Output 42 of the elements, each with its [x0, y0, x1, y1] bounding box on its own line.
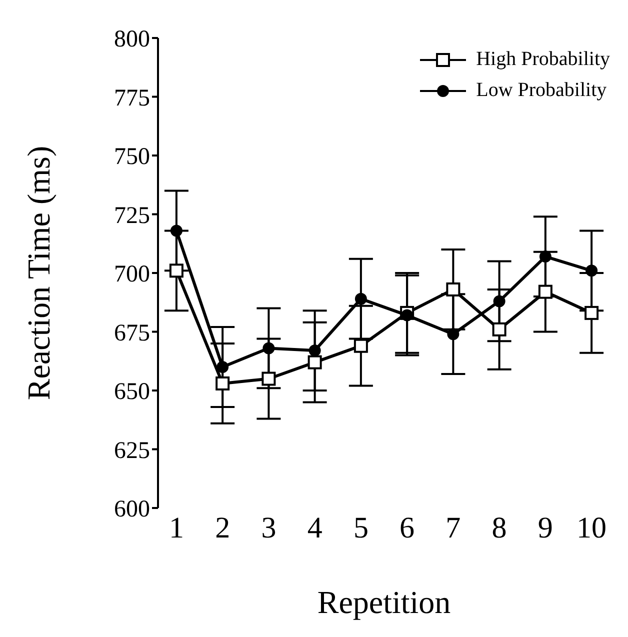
- point: [447, 328, 460, 340]
- point: [538, 284, 552, 299]
- y-tick-label: 750: [114, 144, 150, 170]
- point: [308, 344, 321, 357]
- point: [262, 342, 275, 354]
- point: [262, 372, 276, 386]
- x-tick-label: 9: [538, 511, 553, 544]
- y-tick-label: 725: [114, 202, 150, 229]
- y-tick-label: 800: [114, 26, 150, 53]
- point: [170, 224, 182, 237]
- legend-label: Low Probability: [476, 79, 607, 102]
- point: [586, 264, 598, 277]
- y-axis-title: Reaction Time (ms): [20, 146, 56, 400]
- point: [401, 309, 414, 322]
- point: [216, 376, 230, 390]
- y-tick-label: 775: [114, 85, 150, 112]
- point: [169, 264, 184, 278]
- x-tick-label: 1: [168, 511, 184, 544]
- y-tick-label: 700: [114, 262, 150, 288]
- x-tick-label: 8: [492, 511, 507, 544]
- point: [354, 338, 368, 353]
- y-tick-label: 600: [114, 496, 150, 523]
- x-tick-label: 10: [576, 511, 607, 544]
- y-tick-label: 625: [114, 438, 150, 464]
- x-axis-title: Repetition: [317, 584, 451, 620]
- x-tick-label: 3: [261, 511, 276, 544]
- point: [216, 361, 229, 373]
- x-tick-label: 6: [400, 511, 415, 544]
- y-tick-label: 675: [114, 320, 150, 346]
- x-tick-label: 2: [215, 511, 230, 544]
- point: [539, 250, 552, 263]
- point: [308, 355, 322, 370]
- y-tick-label: 650: [114, 379, 150, 406]
- point: [493, 295, 506, 308]
- legend-label: High Probability: [476, 48, 610, 71]
- point: [492, 322, 506, 336]
- point: [584, 306, 599, 320]
- point: [354, 292, 367, 305]
- point: [446, 282, 460, 296]
- x-tick-label: 7: [446, 511, 461, 544]
- x-tick-label: 5: [353, 511, 368, 544]
- x-tick-label: 4: [307, 511, 322, 544]
